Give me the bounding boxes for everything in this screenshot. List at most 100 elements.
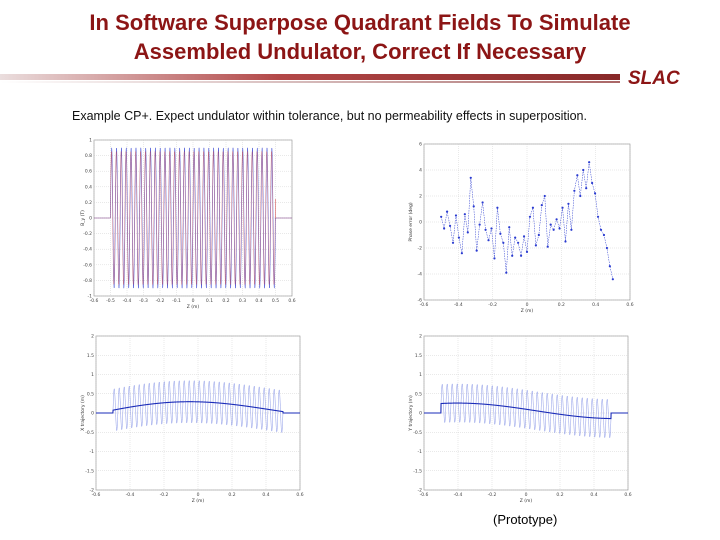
- x-tick-label: -0.1: [172, 298, 181, 304]
- x-tick-label: -0.4: [126, 492, 135, 498]
- y-tick-label: -1.5: [413, 468, 422, 474]
- y-tick-label: 0.4: [85, 184, 92, 190]
- x-tick-label: -0.6: [420, 302, 429, 308]
- x-tick-label: -0.6: [420, 492, 429, 498]
- x-tick-label: 0: [526, 302, 529, 308]
- x-axis-label: Z (m): [520, 498, 533, 504]
- phase-error-point: [466, 231, 469, 234]
- phase-error-point: [599, 228, 603, 231]
- y-tick-label: -6: [418, 298, 423, 304]
- field-series-line: [94, 150, 292, 286]
- y-tick-label: -1.5: [85, 468, 94, 474]
- x-tick-label: -0.2: [156, 298, 165, 304]
- y-tick-label: 0.8: [85, 153, 92, 159]
- x-tick-label: 0.4: [262, 492, 269, 498]
- y-tick-label: 2: [419, 194, 422, 200]
- x-tick-label: 0.1: [206, 298, 213, 304]
- x-tick-label: 0: [525, 492, 528, 498]
- slide-subtitle: Example CP+. Expect undulator within tol…: [72, 109, 587, 123]
- y-tick-label: 0.5: [87, 391, 94, 397]
- y-tick-label: -0.5: [85, 430, 94, 436]
- slide-title: In Software Superpose Quadrant Fields To…: [0, 8, 720, 66]
- phase-error-point: [555, 218, 558, 221]
- slac-logo: SLAC: [628, 68, 680, 89]
- x-tick-label: 0.6: [296, 492, 303, 498]
- phase-error-point: [558, 227, 561, 230]
- phase-error-point: [487, 239, 490, 242]
- phase-error-point: [508, 226, 511, 229]
- x-tick-label: -0.6: [90, 298, 99, 304]
- x-tick-label: 0.3: [239, 298, 246, 304]
- phase-error-point: [505, 271, 508, 274]
- y-tick-label: -1: [90, 449, 95, 455]
- phase-error-point: [511, 254, 514, 257]
- y-tick-label: 2: [419, 334, 422, 340]
- title-divider-shadow: [0, 81, 620, 83]
- x-tick-label: 0.4: [590, 492, 597, 498]
- y-tick-label: 0: [91, 411, 94, 417]
- x-axis-label: Z (m): [521, 308, 534, 314]
- y-trajectory-plot: -0.6 -0.4 -0.2 0 0.2 0.4 0.6 2 1.5 1 0.5 0 -0.5 -1 -1.…: [408, 328, 638, 506]
- phase-error-point: [448, 224, 452, 227]
- phase-error-point: [528, 215, 532, 218]
- x-tick-label: -0.2: [160, 492, 169, 498]
- x-tick-label: -0.6: [92, 492, 101, 498]
- x-tick-label: 0.4: [592, 302, 599, 308]
- x-tick-label: -0.3: [139, 298, 148, 304]
- phase-error-point: [531, 206, 535, 209]
- x-tick-label: 0.6: [288, 298, 295, 304]
- phase-error-point: [496, 206, 499, 209]
- x-tick-label: 0.2: [228, 492, 235, 498]
- phase-error-point: [588, 161, 591, 164]
- phase-error-point: [451, 241, 455, 244]
- phase-error-point: [591, 181, 594, 185]
- x-tick-label: 0: [197, 492, 200, 498]
- y-axis-label: B_y (T): [80, 210, 86, 226]
- phase-error-point: [525, 250, 529, 253]
- phase-error-point: [585, 187, 588, 190]
- phase-error-point: [593, 192, 597, 195]
- phase-error-point: [502, 241, 505, 244]
- phase-error-point: [519, 254, 523, 257]
- phase-error-point: [445, 210, 449, 213]
- phase-error-point: [552, 228, 555, 231]
- y-tick-label: 1.5: [87, 353, 94, 359]
- phase-error-point: [570, 228, 573, 231]
- y-tick-label: 0.5: [415, 391, 422, 397]
- y-tick-label: 1: [419, 372, 422, 378]
- phase-error-point: [469, 176, 472, 179]
- x-axis-label: Z (m): [192, 498, 205, 504]
- title-line-2: Assembled Undulator, Correct If Necessar…: [133, 39, 587, 64]
- phase-error-point: [582, 168, 585, 172]
- phase-error-point: [443, 227, 446, 230]
- phase-error-chart: -0.6 -0.4 -0.2 0 0.2 0.4 0.6 6 4 2 0 -2 -4 -6 Z (m) Pha…: [408, 142, 634, 315]
- phase-error-point: [460, 252, 463, 255]
- x-tick-label: 0.2: [558, 302, 565, 308]
- phase-error-point: [457, 236, 461, 239]
- y-trajectory-chart: -0.6 -0.4 -0.2 0 0.2 0.4 0.6 2 1.5 1 0.5 0 -0.5 -1 -1.…: [408, 334, 632, 505]
- y-tick-label: -1: [418, 449, 423, 455]
- x-tick-label: 0.6: [624, 492, 631, 498]
- y-tick-label: -0.5: [413, 430, 422, 436]
- y-tick-label: -2: [418, 246, 423, 252]
- x-tick-label: 0.5: [272, 298, 279, 304]
- phase-error-point: [517, 241, 520, 244]
- phase-error-point: [596, 215, 600, 218]
- y-tick-label: 4: [419, 168, 422, 174]
- phase-error-point: [549, 223, 552, 226]
- phase-error-point: [514, 236, 517, 239]
- y-tick-label: -0.8: [83, 278, 92, 284]
- y-tick-label: 1.5: [415, 353, 422, 359]
- y-tick-label: 0: [419, 411, 422, 417]
- phase-error-plot: -0.6 -0.4 -0.2 0 0.2 0.4 0.6 6 4 2 0 -2 -4 -6 Z (m) Pha…: [408, 136, 638, 316]
- phase-error-point: [499, 232, 502, 235]
- phase-error-point: [540, 204, 543, 207]
- y-tick-label: 0: [419, 220, 422, 226]
- y-tick-label: -2: [418, 488, 423, 494]
- x-tick-label: -0.4: [454, 302, 463, 308]
- x-tick-label: 0.6: [626, 302, 633, 308]
- phase-error-point: [484, 228, 487, 231]
- x-tick-label: 0.2: [556, 492, 563, 498]
- x-tick-label: 0: [192, 298, 195, 304]
- x-tick-label: 0.2: [222, 298, 229, 304]
